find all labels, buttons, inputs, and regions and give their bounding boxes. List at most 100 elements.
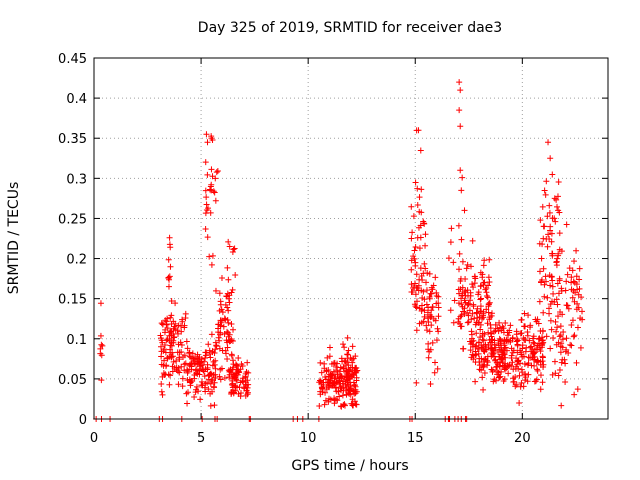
- data-point: [467, 297, 474, 304]
- data-point: [331, 400, 338, 407]
- data-point: [479, 274, 486, 281]
- data-point: [565, 350, 572, 357]
- data-point: [353, 377, 360, 384]
- data-point: [433, 337, 440, 344]
- data-point: [174, 368, 181, 375]
- data-point: [159, 339, 166, 346]
- data-point: [411, 247, 418, 254]
- data-point: [512, 365, 519, 372]
- data-point: [574, 386, 581, 393]
- data-point: [411, 255, 418, 262]
- data-point: [212, 197, 219, 204]
- data-point: [573, 359, 580, 366]
- data-point: [569, 294, 576, 301]
- data-point: [467, 289, 474, 296]
- data-point: [576, 265, 583, 272]
- data-point: [489, 367, 496, 374]
- y-axis-title: SRMTID / TECUs: [6, 182, 22, 295]
- data-point: [518, 366, 525, 373]
- data-point: [341, 357, 348, 364]
- data-point: [547, 227, 554, 234]
- data-point: [464, 261, 471, 268]
- data-point: [524, 332, 531, 339]
- data-point: [558, 285, 565, 292]
- data-point: [225, 276, 232, 283]
- data-point: [232, 387, 239, 394]
- data-point: [201, 384, 208, 391]
- data-point: [500, 350, 507, 357]
- data-point: [543, 333, 550, 340]
- data-point: [552, 218, 559, 225]
- data-point: [339, 380, 346, 387]
- data-point: [352, 401, 359, 408]
- data-point: [417, 147, 424, 154]
- data-point: [494, 363, 501, 370]
- grid-lines: [94, 58, 608, 419]
- data-point: [486, 316, 493, 323]
- data-point: [557, 309, 564, 316]
- data-point: [165, 283, 172, 290]
- data-point: [323, 385, 330, 392]
- data-point: [502, 319, 509, 326]
- data-point: [185, 368, 192, 375]
- data-point: [204, 234, 211, 241]
- data-point: [481, 348, 488, 355]
- data-point: [162, 349, 169, 356]
- data-point: [469, 237, 476, 244]
- data-point: [514, 349, 521, 356]
- data-point: [180, 354, 187, 361]
- data-point: [325, 398, 332, 405]
- data-point: [461, 310, 468, 317]
- data-point: [317, 378, 324, 385]
- data-point: [555, 179, 562, 186]
- data-point: [332, 373, 339, 380]
- data-point: [169, 368, 176, 375]
- data-point: [516, 399, 523, 406]
- data-point: [205, 376, 212, 383]
- data-point: [167, 314, 174, 321]
- data-point: [536, 298, 543, 305]
- data-point: [422, 242, 429, 249]
- data-point: [202, 159, 209, 166]
- data-point: [554, 193, 561, 200]
- data-point: [342, 386, 349, 393]
- data-point: [544, 213, 551, 220]
- data-point: [469, 281, 476, 288]
- data-point: [477, 334, 484, 341]
- data-point: [480, 337, 487, 344]
- data-point: [554, 203, 561, 210]
- data-point: [244, 391, 251, 398]
- data-point: [349, 396, 356, 403]
- data-point: [327, 371, 334, 378]
- data-point: [318, 369, 325, 376]
- data-point: [480, 363, 487, 370]
- data-point: [197, 362, 204, 369]
- data-point: [539, 241, 546, 248]
- data-point: [172, 300, 179, 307]
- data-point: [208, 261, 215, 268]
- data-point: [338, 403, 345, 410]
- data-point: [174, 327, 181, 334]
- data-point: [321, 360, 328, 367]
- data-point: [447, 239, 454, 246]
- data-point: [544, 294, 551, 301]
- data-point: [450, 319, 457, 326]
- data-point: [488, 366, 495, 373]
- data-point: [505, 370, 512, 377]
- data-point: [233, 362, 240, 369]
- data-point: [531, 350, 538, 357]
- data-point: [349, 402, 356, 409]
- data-point: [549, 277, 556, 284]
- data-point: [537, 386, 544, 393]
- data-point: [319, 389, 326, 396]
- data-point: [413, 298, 420, 305]
- data-point: [556, 366, 563, 373]
- data-point: [521, 310, 528, 317]
- data-point: [235, 355, 242, 362]
- data-point: [548, 230, 555, 237]
- data-point: [408, 288, 415, 295]
- data-point: [445, 255, 452, 262]
- data-point: [425, 319, 432, 326]
- data-point: [555, 250, 562, 257]
- data-point: [198, 378, 205, 385]
